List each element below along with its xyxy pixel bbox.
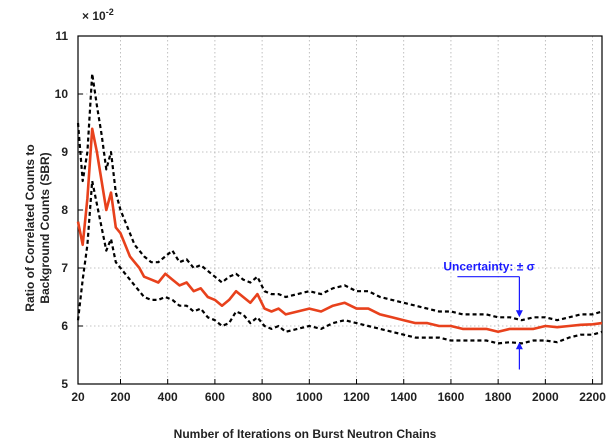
x-tick-label: 400 [158, 390, 178, 404]
x-tick-label: 1200 [343, 390, 370, 404]
x-tick-label: 2200 [579, 390, 606, 404]
grid [77, 35, 602, 385]
y-axis-multiplier: × 10-2 [82, 7, 114, 23]
x-tick-label: 1400 [390, 390, 417, 404]
annotation-arrow-top-head [515, 310, 523, 318]
y-axis-ticks: 5 6 7 8 9 10 11 [55, 29, 83, 391]
y-tick-label: 7 [61, 261, 68, 275]
series-layer [76, 72, 603, 345]
x-tick-label: 1800 [485, 390, 512, 404]
y-tick-label: 8 [61, 203, 68, 217]
y-tick-label: 6 [61, 319, 68, 333]
y-axis-label-line2: Background Counts (SBR) [38, 152, 52, 303]
annotation-label: Uncertainty: ± σ [443, 260, 534, 274]
x-tick-label: 200 [110, 390, 130, 404]
y-axis-label-line1: Ratio of Correlated Counts to [23, 144, 37, 311]
x-tick-label: 800 [252, 390, 272, 404]
x-tick-label: 600 [205, 390, 225, 404]
x-tick-label: 1000 [296, 390, 323, 404]
y-axis-multiplier-base: × 10 [82, 9, 106, 23]
y-tick-label: 11 [55, 29, 68, 43]
x-axis-ticks: 20 200 400 600 800 1000 1200 1400 1600 1800 2000 22… [71, 379, 606, 404]
annotation-arrow-bottom-head [515, 342, 523, 350]
x-tick-label: 20 [71, 390, 85, 404]
y-axis-multiplier-exponent: -2 [106, 7, 114, 17]
x-axis-label: Number of Iterations on Burst Neutron Ch… [174, 427, 437, 441]
y-tick-label: 9 [61, 145, 68, 159]
x-tick-label: 2000 [532, 390, 559, 404]
series-upper-line [76, 72, 603, 322]
y-tick-label: 10 [55, 87, 69, 101]
annotation-layer: Uncertainty: ± σ [443, 260, 535, 370]
y-tick-label: 5 [61, 377, 68, 391]
series-mean-line [76, 127, 603, 334]
x-tick-label: 1600 [438, 390, 465, 404]
